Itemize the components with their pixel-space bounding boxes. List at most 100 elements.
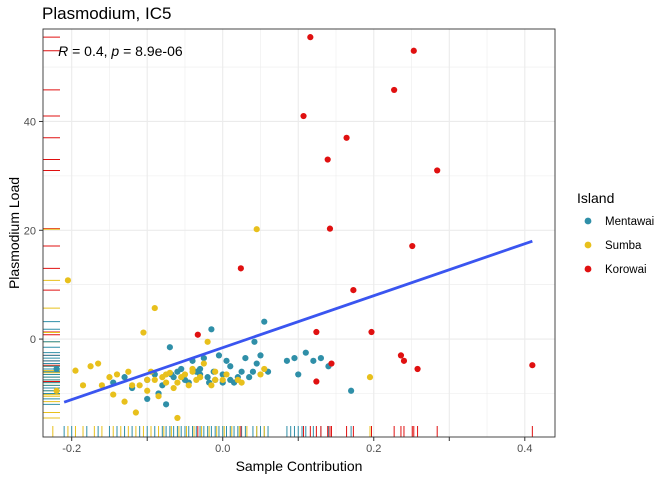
data-point-sumba bbox=[204, 338, 211, 345]
data-point-sumba bbox=[253, 226, 260, 233]
data-point-sumba bbox=[238, 379, 245, 386]
data-point-korowai bbox=[368, 328, 375, 336]
data-point-sumba bbox=[64, 277, 72, 284]
data-point-sumba bbox=[121, 398, 128, 405]
data-point-sumba bbox=[208, 382, 215, 389]
data-point-mentawai bbox=[251, 338, 258, 345]
x-axis-ticks: -0.2 0.0 0.2 0.4 bbox=[62, 437, 532, 455]
data-point-sumba bbox=[140, 329, 147, 336]
data-point-sumba bbox=[110, 391, 117, 398]
data-point-mentawai bbox=[253, 360, 260, 367]
data-point-sumba bbox=[72, 367, 79, 374]
data-point-sumba bbox=[212, 368, 219, 375]
data-point-sumba bbox=[98, 382, 106, 389]
data-point-sumba bbox=[151, 304, 158, 312]
r-value: = 0.4, bbox=[68, 43, 111, 59]
data-point-sumba bbox=[174, 379, 181, 386]
data-point-sumba bbox=[219, 376, 226, 383]
chart-title: Plasmodium, IC5 bbox=[42, 4, 171, 23]
data-point-sumba bbox=[261, 365, 268, 373]
data-point-korowai bbox=[300, 112, 307, 120]
data-point-mentawai bbox=[227, 376, 234, 383]
legend-label-korowai: Korowai bbox=[605, 264, 647, 276]
data-point-sumba bbox=[144, 376, 151, 383]
data-point-sumba bbox=[79, 382, 87, 389]
data-point-mentawai bbox=[215, 352, 223, 359]
data-point-korowai bbox=[400, 357, 408, 364]
data-point-mentawai bbox=[196, 365, 204, 373]
correlation-annotation: R = 0.4, p = 8.9e-06 bbox=[58, 43, 183, 59]
x-tick-label: 0.0 bbox=[215, 443, 230, 455]
data-point-sumba bbox=[162, 371, 170, 378]
data-points bbox=[53, 34, 536, 422]
data-point-mentawai bbox=[348, 387, 355, 394]
data-point-mentawai bbox=[246, 374, 253, 381]
data-point-mentawai bbox=[223, 357, 230, 364]
data-point-mentawai bbox=[121, 374, 128, 381]
data-point-korowai bbox=[237, 265, 244, 272]
data-point-mentawai bbox=[178, 365, 185, 373]
data-point-korowai bbox=[313, 378, 320, 385]
x-tick-label: 0.2 bbox=[366, 443, 381, 455]
data-point-sumba bbox=[174, 414, 181, 422]
data-point-sumba bbox=[125, 368, 132, 375]
data-point-korowai bbox=[414, 365, 421, 373]
data-point-sumba bbox=[95, 360, 102, 367]
data-point-sumba bbox=[155, 393, 162, 400]
data-point-korowai bbox=[409, 242, 416, 250]
data-point-korowai bbox=[326, 225, 334, 232]
legend-title: Island bbox=[577, 190, 614, 206]
data-point-korowai bbox=[350, 287, 357, 294]
data-point-sumba bbox=[136, 382, 143, 389]
data-point-sumba bbox=[129, 382, 136, 389]
legend-key-korowai bbox=[584, 265, 592, 273]
data-point-sumba bbox=[162, 379, 170, 386]
data-point-korowai bbox=[410, 47, 417, 54]
y-axis-title: Plasmodium Load bbox=[6, 177, 22, 289]
x-tick-label: 0.4 bbox=[517, 443, 532, 455]
data-point-mentawai bbox=[302, 349, 309, 356]
p-label: p bbox=[110, 43, 119, 59]
y-axis-ticks: 0 20 40 bbox=[24, 116, 43, 346]
data-point-sumba bbox=[196, 374, 204, 381]
data-point-korowai bbox=[434, 167, 441, 174]
data-point-sumba bbox=[132, 409, 139, 416]
data-point-sumba bbox=[151, 376, 158, 383]
legend-label-sumba: Sumba bbox=[605, 240, 642, 252]
data-point-sumba bbox=[113, 371, 121, 378]
y-tick-label: 40 bbox=[24, 116, 36, 128]
data-point-mentawai bbox=[242, 355, 249, 362]
data-point-mentawai bbox=[200, 355, 207, 362]
data-point-mentawai bbox=[144, 395, 151, 403]
y-tick-label: 0 bbox=[30, 334, 36, 346]
data-point-mentawai bbox=[249, 368, 257, 375]
data-point-sumba bbox=[366, 374, 374, 381]
data-point-mentawai bbox=[257, 352, 264, 359]
legend-key-sumba bbox=[584, 241, 592, 249]
plot-panel bbox=[42, 28, 556, 438]
data-point-sumba bbox=[223, 371, 230, 378]
data-point-korowai bbox=[529, 362, 536, 369]
x-tick-label: -0.2 bbox=[62, 443, 81, 455]
plot-border bbox=[42, 28, 556, 438]
data-point-korowai bbox=[328, 360, 335, 367]
data-point-korowai bbox=[391, 86, 398, 94]
x-axis-title: Sample Contribution bbox=[236, 458, 363, 474]
data-point-mentawai bbox=[317, 355, 324, 362]
data-point-sumba bbox=[257, 371, 264, 378]
data-point-mentawai bbox=[162, 401, 170, 408]
legend: Island Mentawai Sumba Korowai bbox=[577, 190, 654, 276]
r-label: R bbox=[58, 43, 68, 59]
p-value: = 8.9e-06 bbox=[119, 43, 183, 59]
data-point-mentawai bbox=[310, 357, 317, 364]
data-point-sumba bbox=[212, 376, 219, 383]
data-point-mentawai bbox=[261, 318, 268, 325]
legend-label-mentawai: Mentawai bbox=[605, 216, 654, 228]
grid-lines bbox=[43, 29, 555, 437]
regression-line bbox=[63, 239, 533, 404]
data-point-korowai bbox=[194, 331, 201, 338]
data-point-sumba bbox=[170, 384, 177, 392]
data-point-mentawai bbox=[283, 357, 291, 364]
data-point-mentawai bbox=[295, 371, 302, 378]
